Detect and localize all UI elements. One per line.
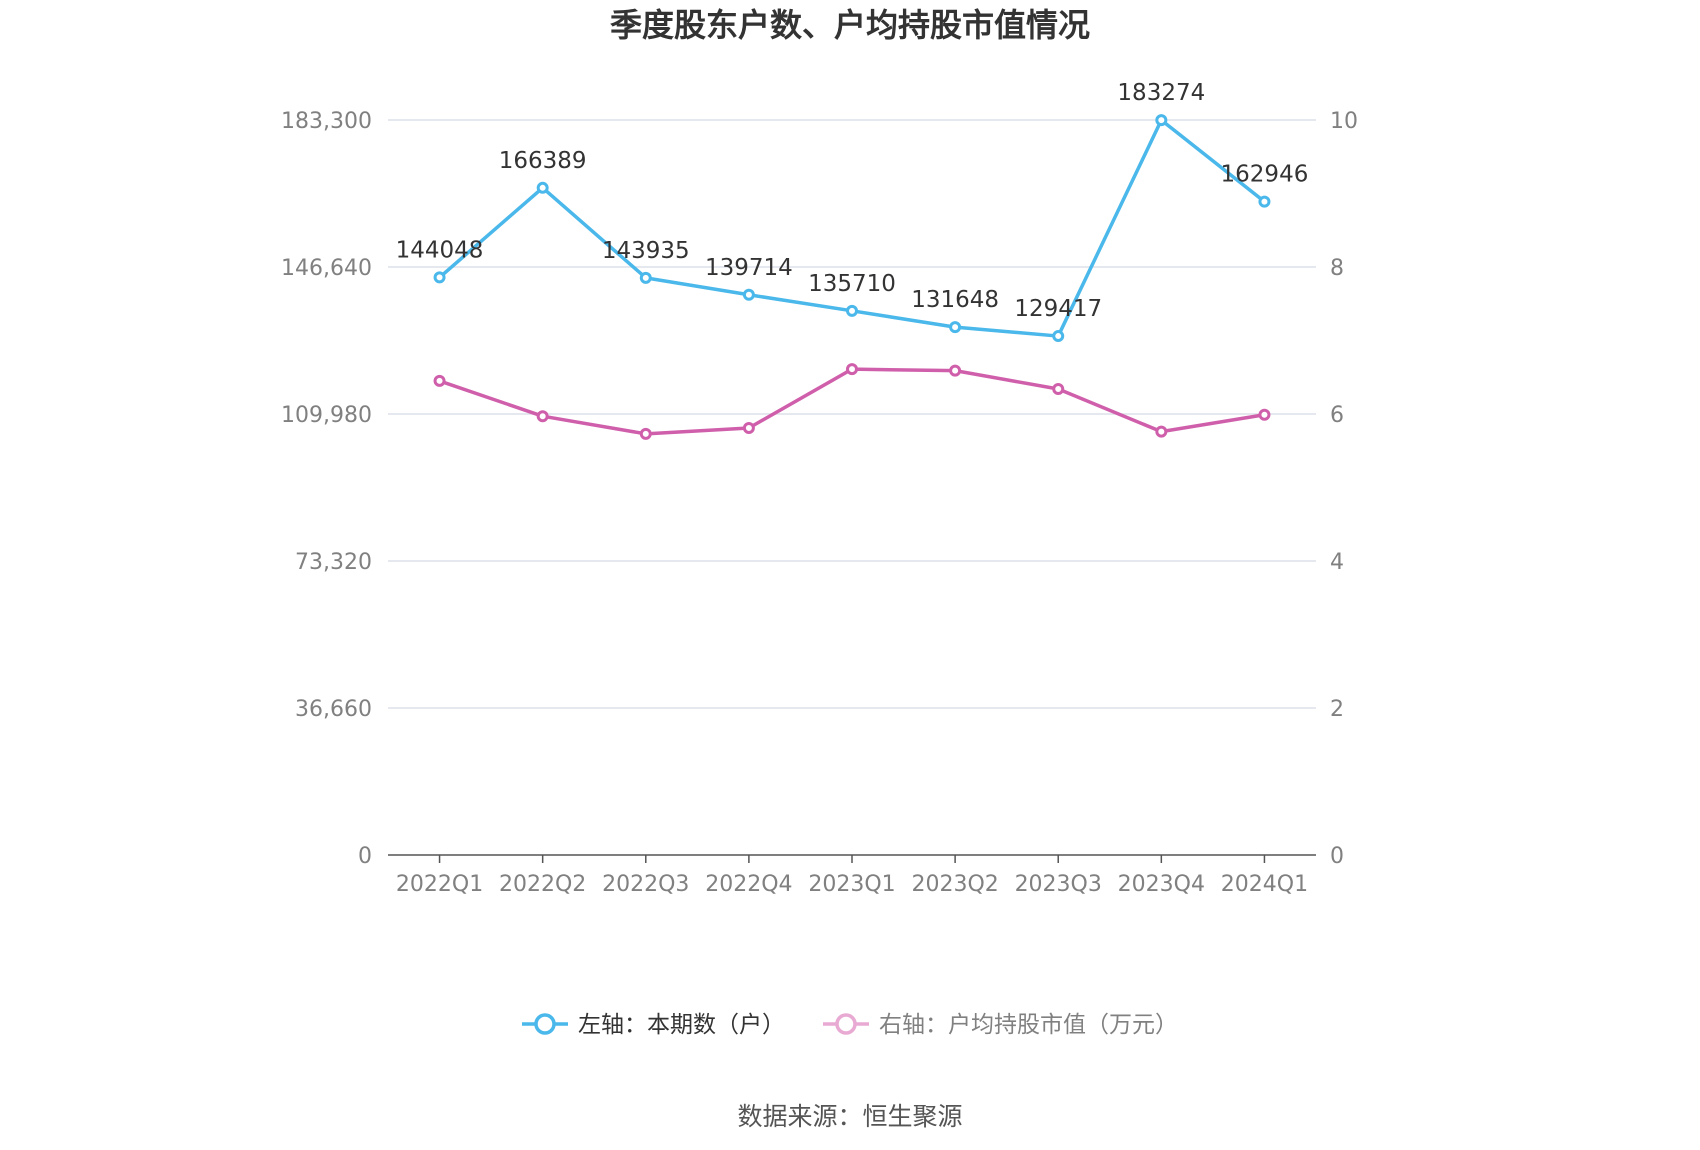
data-label: 166389	[499, 148, 587, 174]
x-tick-label: 2022Q4	[705, 872, 792, 897]
right-tick-label: 0	[1330, 844, 1344, 869]
right-tick-label: 2	[1330, 697, 1344, 722]
right-tick-label: 8	[1330, 256, 1344, 281]
x-tick-label: 2022Q1	[396, 872, 483, 897]
chart-title: 季度股东户数、户均持股市值情况	[610, 6, 1090, 44]
right-axis: 0 2 4 6 8 10	[1330, 109, 1358, 869]
x-tick-label: 2022Q2	[499, 872, 586, 897]
left-axis: 0 36,660 73,320 109,980 146,640 183,300	[281, 109, 372, 869]
legend-label: 右轴：户均持股市值（万元）	[879, 1012, 1178, 1038]
right-tick-label: 10	[1330, 109, 1358, 134]
right-tick-label: 4	[1330, 550, 1344, 575]
legend-marker	[534, 1013, 556, 1035]
data-point[interactable]	[742, 421, 755, 434]
data-point[interactable]	[1155, 425, 1168, 438]
legend-item-1[interactable]: 左轴：本期数（户）	[522, 1012, 785, 1038]
left-tick-label: 183,300	[281, 109, 372, 134]
series-line	[438, 367, 1265, 436]
x-tick-label: 2023Q4	[1118, 872, 1205, 897]
x-tick-label: 2023Q2	[911, 872, 998, 897]
data-label: 135710	[808, 271, 896, 297]
data-point[interactable]	[949, 321, 962, 334]
data-point[interactable]	[536, 410, 549, 423]
data-label: 162946	[1221, 162, 1309, 188]
left-tick-label: 146,640	[281, 256, 372, 281]
data-point[interactable]	[1258, 195, 1271, 208]
left-tick-label: 36,660	[295, 697, 372, 722]
series-1: 144048 166389 143935 139714 135710 131648 1294…	[396, 80, 1309, 343]
source-note: 数据来源：恒生聚源	[737, 1102, 962, 1131]
legend-item-2[interactable]: 右轴：户均持股市值（万元）	[823, 1012, 1178, 1038]
data-label: 139714	[705, 255, 793, 281]
data-point[interactable]	[433, 271, 446, 284]
data-label: 183274	[1117, 80, 1205, 106]
data-point[interactable]	[742, 288, 755, 301]
data-label: 129417	[1014, 296, 1102, 322]
x-axis: 2022Q1 2022Q2 2022Q3 2022Q4 2023Q1 2023Q2 2023…	[388, 854, 1316, 897]
x-tick-label: 2024Q1	[1221, 872, 1308, 897]
x-tick-label: 2023Q3	[1015, 872, 1102, 897]
data-point[interactable]	[1052, 330, 1065, 343]
left-tick-label: 0	[358, 844, 372, 869]
data-point[interactable]	[1052, 383, 1065, 396]
grid	[388, 119, 1316, 709]
data-point[interactable]	[846, 304, 858, 317]
right-tick-label: 6	[1330, 403, 1344, 428]
x-tick-label: 2023Q1	[808, 872, 895, 897]
data-point[interactable]	[1258, 408, 1271, 421]
data-point[interactable]	[846, 363, 858, 376]
series-layer: 144048 166389 143935 139714 135710 131648 1294…	[396, 80, 1309, 440]
left-tick-label: 109,980	[281, 403, 372, 428]
x-tick-label: 2022Q3	[602, 872, 689, 897]
data-label: 143935	[602, 238, 690, 264]
data-point[interactable]	[639, 427, 652, 440]
legend[interactable]: 左轴：本期数（户） 右轴：户均持股市值（万元）	[522, 1012, 1178, 1038]
data-point[interactable]	[1155, 114, 1168, 127]
legend-marker	[835, 1013, 857, 1035]
legend-label: 左轴：本期数（户）	[578, 1012, 785, 1038]
data-point[interactable]	[433, 374, 446, 387]
data-point[interactable]	[949, 364, 962, 377]
data-point[interactable]	[536, 181, 549, 194]
data-label: 131648	[911, 287, 999, 313]
data-point[interactable]	[639, 271, 652, 284]
left-tick-label: 73,320	[295, 550, 372, 575]
data-label: 144048	[396, 237, 484, 263]
series-2	[433, 363, 1271, 440]
